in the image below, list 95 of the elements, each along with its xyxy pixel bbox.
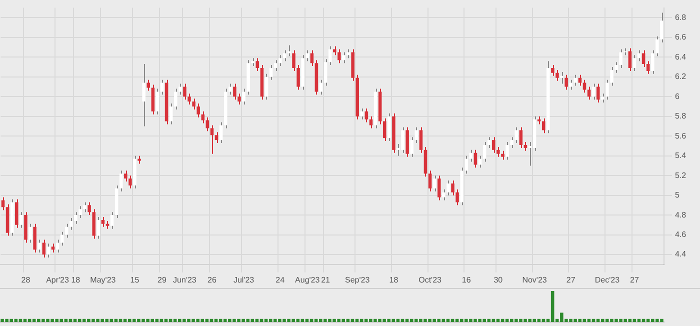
- candlestick: [628, 48, 632, 72]
- candlestick: [606, 79, 609, 100]
- candlestick: [587, 86, 591, 100]
- candlestick: [388, 112, 391, 142]
- candlestick: [146, 79, 150, 92]
- candlestick: [419, 126, 423, 154]
- candlestick: [514, 126, 518, 144]
- candlestick: [83, 202, 86, 213]
- candlestick: [574, 74, 578, 86]
- y-tick-label: 5.4: [675, 151, 687, 160]
- x-tick-label: Jun'23: [173, 275, 197, 284]
- candlestick: [564, 74, 568, 90]
- candlestick: [642, 50, 646, 68]
- candlestick: [288, 44, 291, 57]
- candlestick: [46, 243, 50, 258]
- candlestick: [414, 126, 418, 144]
- candlestick: [42, 239, 46, 258]
- y-tick-label: 6.2: [675, 72, 687, 82]
- candlestick: [424, 146, 428, 178]
- candlestick: [38, 239, 41, 254]
- x-tick-label: Nov'23: [522, 275, 548, 284]
- y-tick-label: 6.6: [675, 32, 687, 42]
- y-tick-label: 5: [675, 190, 680, 200]
- x-tick-label: 28: [21, 275, 31, 284]
- candlestick: [28, 223, 32, 244]
- x-tick-label: 27: [630, 275, 640, 284]
- candlestick: [210, 124, 214, 154]
- candlestick: [269, 64, 273, 80]
- candlestick: [382, 118, 386, 142]
- candlestick: [156, 88, 160, 115]
- candlestick: [556, 69, 559, 82]
- candlestick: [637, 50, 641, 62]
- x-tick-label: Sep'23: [345, 275, 370, 284]
- x-tick-label: 18: [389, 275, 399, 284]
- y-tick-label: 5.8: [675, 112, 687, 121]
- y-tick-label: 6.4: [675, 52, 687, 62]
- x-tick-label: 15: [130, 275, 140, 284]
- candlestick: [596, 83, 600, 104]
- candlestick: [88, 202, 91, 216]
- x-tick-label: May'23: [90, 275, 116, 284]
- candlestick: [506, 142, 509, 160]
- candlestick: [469, 149, 473, 162]
- candlestick: [219, 122, 223, 144]
- candlestick: [101, 216, 105, 228]
- candlestick: [660, 12, 664, 43]
- y-tick-label: 5.2: [675, 170, 687, 180]
- candlestick: [482, 142, 486, 162]
- candlestick: [214, 132, 218, 144]
- candlestick: [256, 58, 260, 72]
- candlestick: [310, 50, 314, 67]
- candlestick: [519, 126, 523, 148]
- x-tick-label: 29: [158, 275, 167, 284]
- candlestick: [151, 84, 155, 115]
- candlestick: [560, 71, 564, 84]
- candlestick: [410, 136, 414, 158]
- candlestick: [142, 64, 146, 127]
- candlestick: [278, 54, 282, 67]
- x-tick-label: Apr'23: [46, 275, 70, 284]
- x-tick-label: 30: [494, 275, 504, 284]
- candlestick: [632, 54, 636, 72]
- candlestick: [92, 208, 96, 240]
- candlestick: [338, 48, 341, 64]
- y-tick-label: 6.8: [675, 12, 687, 22]
- y-tick-label: 4.6: [675, 230, 687, 239]
- candlestick: [578, 74, 582, 86]
- candlestick: [364, 108, 368, 123]
- candlestick: [56, 239, 60, 254]
- candlestick: [33, 223, 36, 254]
- candlestick: [264, 73, 268, 100]
- candlestick: [96, 216, 100, 240]
- candlestick: [406, 126, 409, 158]
- x-tick-label: 16: [462, 275, 472, 284]
- y-tick-label: 4.4: [675, 250, 687, 259]
- candlestick: [428, 170, 432, 192]
- x-tick-label: 21: [321, 275, 331, 284]
- x-tick-label: 26: [208, 275, 217, 284]
- candlestick: [569, 79, 573, 90]
- candlestick: [20, 212, 23, 228]
- x-tick-label: 24: [276, 275, 286, 284]
- candlestick: [201, 110, 205, 124]
- y-tick-label: 5.6: [675, 131, 687, 140]
- candlestick: [110, 212, 114, 230]
- candlestick: [14, 198, 18, 228]
- y-tick-label: 6: [675, 92, 680, 101]
- x-tick-label: Aug'23: [295, 275, 320, 284]
- x-tick-label: Jul'23: [233, 275, 255, 284]
- candlestick: [437, 175, 441, 201]
- x-tick-label: 27: [566, 275, 576, 284]
- x-tick-label: 18: [71, 275, 81, 284]
- x-tick-label: Oct'23: [418, 275, 442, 284]
- candlestick: [169, 103, 173, 125]
- candlestick: [432, 175, 436, 192]
- x-tick-label: Dec'23: [594, 275, 620, 284]
- y-tick-label: 4.8: [675, 210, 687, 220]
- candlestick: [360, 108, 364, 120]
